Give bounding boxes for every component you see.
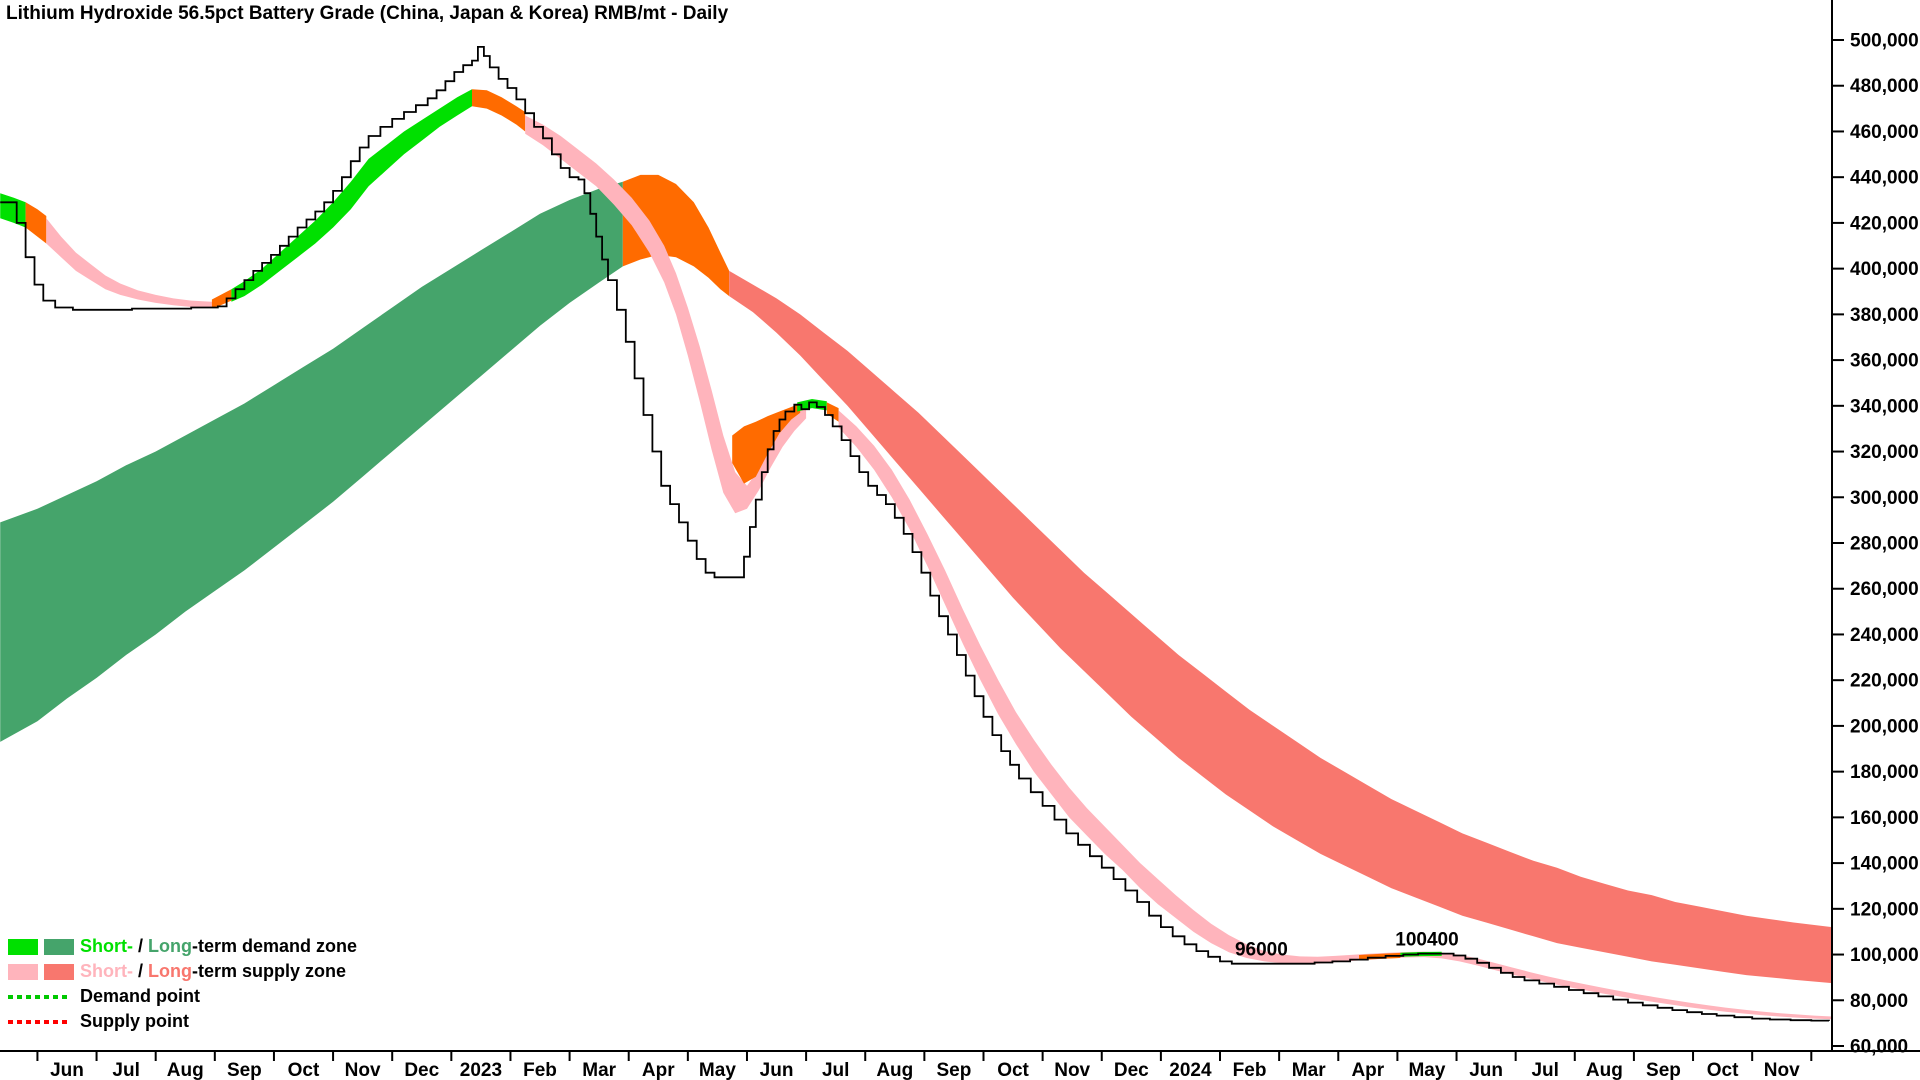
- x-tick-label: Feb: [523, 1060, 557, 1080]
- supply-point-dotted-line: [8, 1019, 68, 1024]
- y-tick-label: 480,000: [1850, 76, 1919, 97]
- x-tick-label: May: [1408, 1060, 1445, 1080]
- x-tick-label: Feb: [1233, 1060, 1267, 1080]
- x-tick-label: Nov: [1764, 1060, 1800, 1080]
- y-tick-label: 440,000: [1850, 168, 1919, 189]
- x-tick-label: Oct: [997, 1060, 1029, 1080]
- x-tick-label: Sep: [1646, 1060, 1681, 1080]
- long-demand-swatch: [44, 938, 74, 955]
- x-tick-label: Mar: [1292, 1060, 1326, 1080]
- x-tick-label: May: [699, 1060, 736, 1080]
- chart-title: Lithium Hydroxide 56.5pct Battery Grade …: [6, 3, 729, 24]
- legend-label-supply-point: Supply point: [80, 1011, 189, 1031]
- x-tick-label: Aug: [167, 1060, 204, 1080]
- y-tick-label: 100,000: [1850, 945, 1919, 966]
- x-tick-label: Aug: [876, 1060, 913, 1080]
- y-tick-label: 200,000: [1850, 716, 1919, 737]
- legend-label-supply-zone: Short- / Long-term supply zone: [80, 961, 347, 981]
- y-tick-label: 460,000: [1850, 122, 1919, 143]
- legend-item-supply-zone: Short- / Long-term supply zone: [8, 959, 357, 984]
- x-tick-label: Oct: [1707, 1060, 1739, 1080]
- y-tick-label: 80,000: [1850, 991, 1908, 1012]
- y-tick-label: 300,000: [1850, 488, 1919, 509]
- y-tick-label: 180,000: [1850, 762, 1919, 783]
- x-tick-label: Nov: [1054, 1060, 1090, 1080]
- x-tick-label: 2024: [1169, 1060, 1212, 1080]
- x-tick-label: Nov: [345, 1060, 381, 1080]
- x-tick-label: Apr: [642, 1060, 675, 1080]
- y-tick-label: 220,000: [1850, 671, 1919, 692]
- legend-item-demand-zone: Short- / Long-term demand zone: [8, 934, 357, 959]
- band-long-term-transition: [622, 174, 730, 297]
- x-tick-label: Sep: [937, 1060, 972, 1080]
- short-supply-swatch: [8, 963, 38, 980]
- legend-item-supply-point: Supply point: [8, 1009, 357, 1034]
- y-tick-label: 400,000: [1850, 259, 1919, 280]
- x-tick-label: Jul: [112, 1060, 139, 1080]
- price-annotation: 100400: [1395, 930, 1458, 951]
- band-short-term-transition-aug22: [211, 289, 232, 308]
- long-supply-swatch: [44, 963, 74, 980]
- y-tick-label: 60,000: [1850, 1037, 1908, 1058]
- y-tick-label: 380,000: [1850, 305, 1919, 326]
- band-short-term-supply-2022: [46, 218, 212, 308]
- short-demand-swatch: [8, 938, 38, 955]
- y-tick-label: 360,000: [1850, 351, 1919, 372]
- x-tick-label: Jun: [760, 1060, 794, 1080]
- x-tick-label: Jul: [822, 1060, 849, 1080]
- chart-legend: Short- / Long-term demand zone Short- / …: [8, 934, 357, 1034]
- band-short-term-transition-left: [25, 202, 47, 244]
- band-short-term-transition-jul23: [826, 402, 839, 422]
- x-tick-label: Dec: [1114, 1060, 1149, 1080]
- x-tick-label: Jun: [50, 1060, 84, 1080]
- x-tick-label: Dec: [404, 1060, 439, 1080]
- y-tick-label: 500,000: [1850, 31, 1919, 52]
- y-tick-label: 160,000: [1850, 808, 1919, 829]
- y-tick-label: 140,000: [1850, 854, 1919, 875]
- y-tick-label: 320,000: [1850, 442, 1919, 463]
- x-tick-label: Sep: [227, 1060, 262, 1080]
- legend-label-demand-point: Demand point: [80, 986, 200, 1006]
- band-short-term-transition-2023: [472, 89, 526, 132]
- x-tick-label: Apr: [1351, 1060, 1384, 1080]
- x-tick-label: 2023: [460, 1060, 502, 1080]
- legend-item-demand-point: Demand point: [8, 984, 357, 1009]
- y-tick-label: 260,000: [1850, 579, 1919, 600]
- x-tick-label: Mar: [582, 1060, 616, 1080]
- x-tick-label: Aug: [1586, 1060, 1623, 1080]
- price-annotation: 96000: [1235, 940, 1288, 961]
- x-tick-label: Oct: [288, 1060, 320, 1080]
- band-long-term-demand-zone: [0, 181, 623, 742]
- y-tick-label: 240,000: [1850, 625, 1919, 646]
- y-tick-label: 340,000: [1850, 396, 1919, 417]
- y-tick-label: 280,000: [1850, 534, 1919, 555]
- y-tick-label: 120,000: [1850, 899, 1919, 920]
- demand-point-dotted-line: [8, 994, 68, 999]
- y-tick-label: 420,000: [1850, 213, 1919, 234]
- x-tick-label: Jul: [1531, 1060, 1558, 1080]
- band-long-term-supply-zone: [729, 270, 1833, 984]
- band-short-term-demand-zone: [231, 89, 472, 302]
- band-short-term-transition-jun23: [732, 403, 801, 484]
- x-tick-label: Jun: [1469, 1060, 1503, 1080]
- price-line: [0, 46, 1830, 1022]
- legend-label-demand-zone: Short- / Long-term demand zone: [80, 936, 358, 956]
